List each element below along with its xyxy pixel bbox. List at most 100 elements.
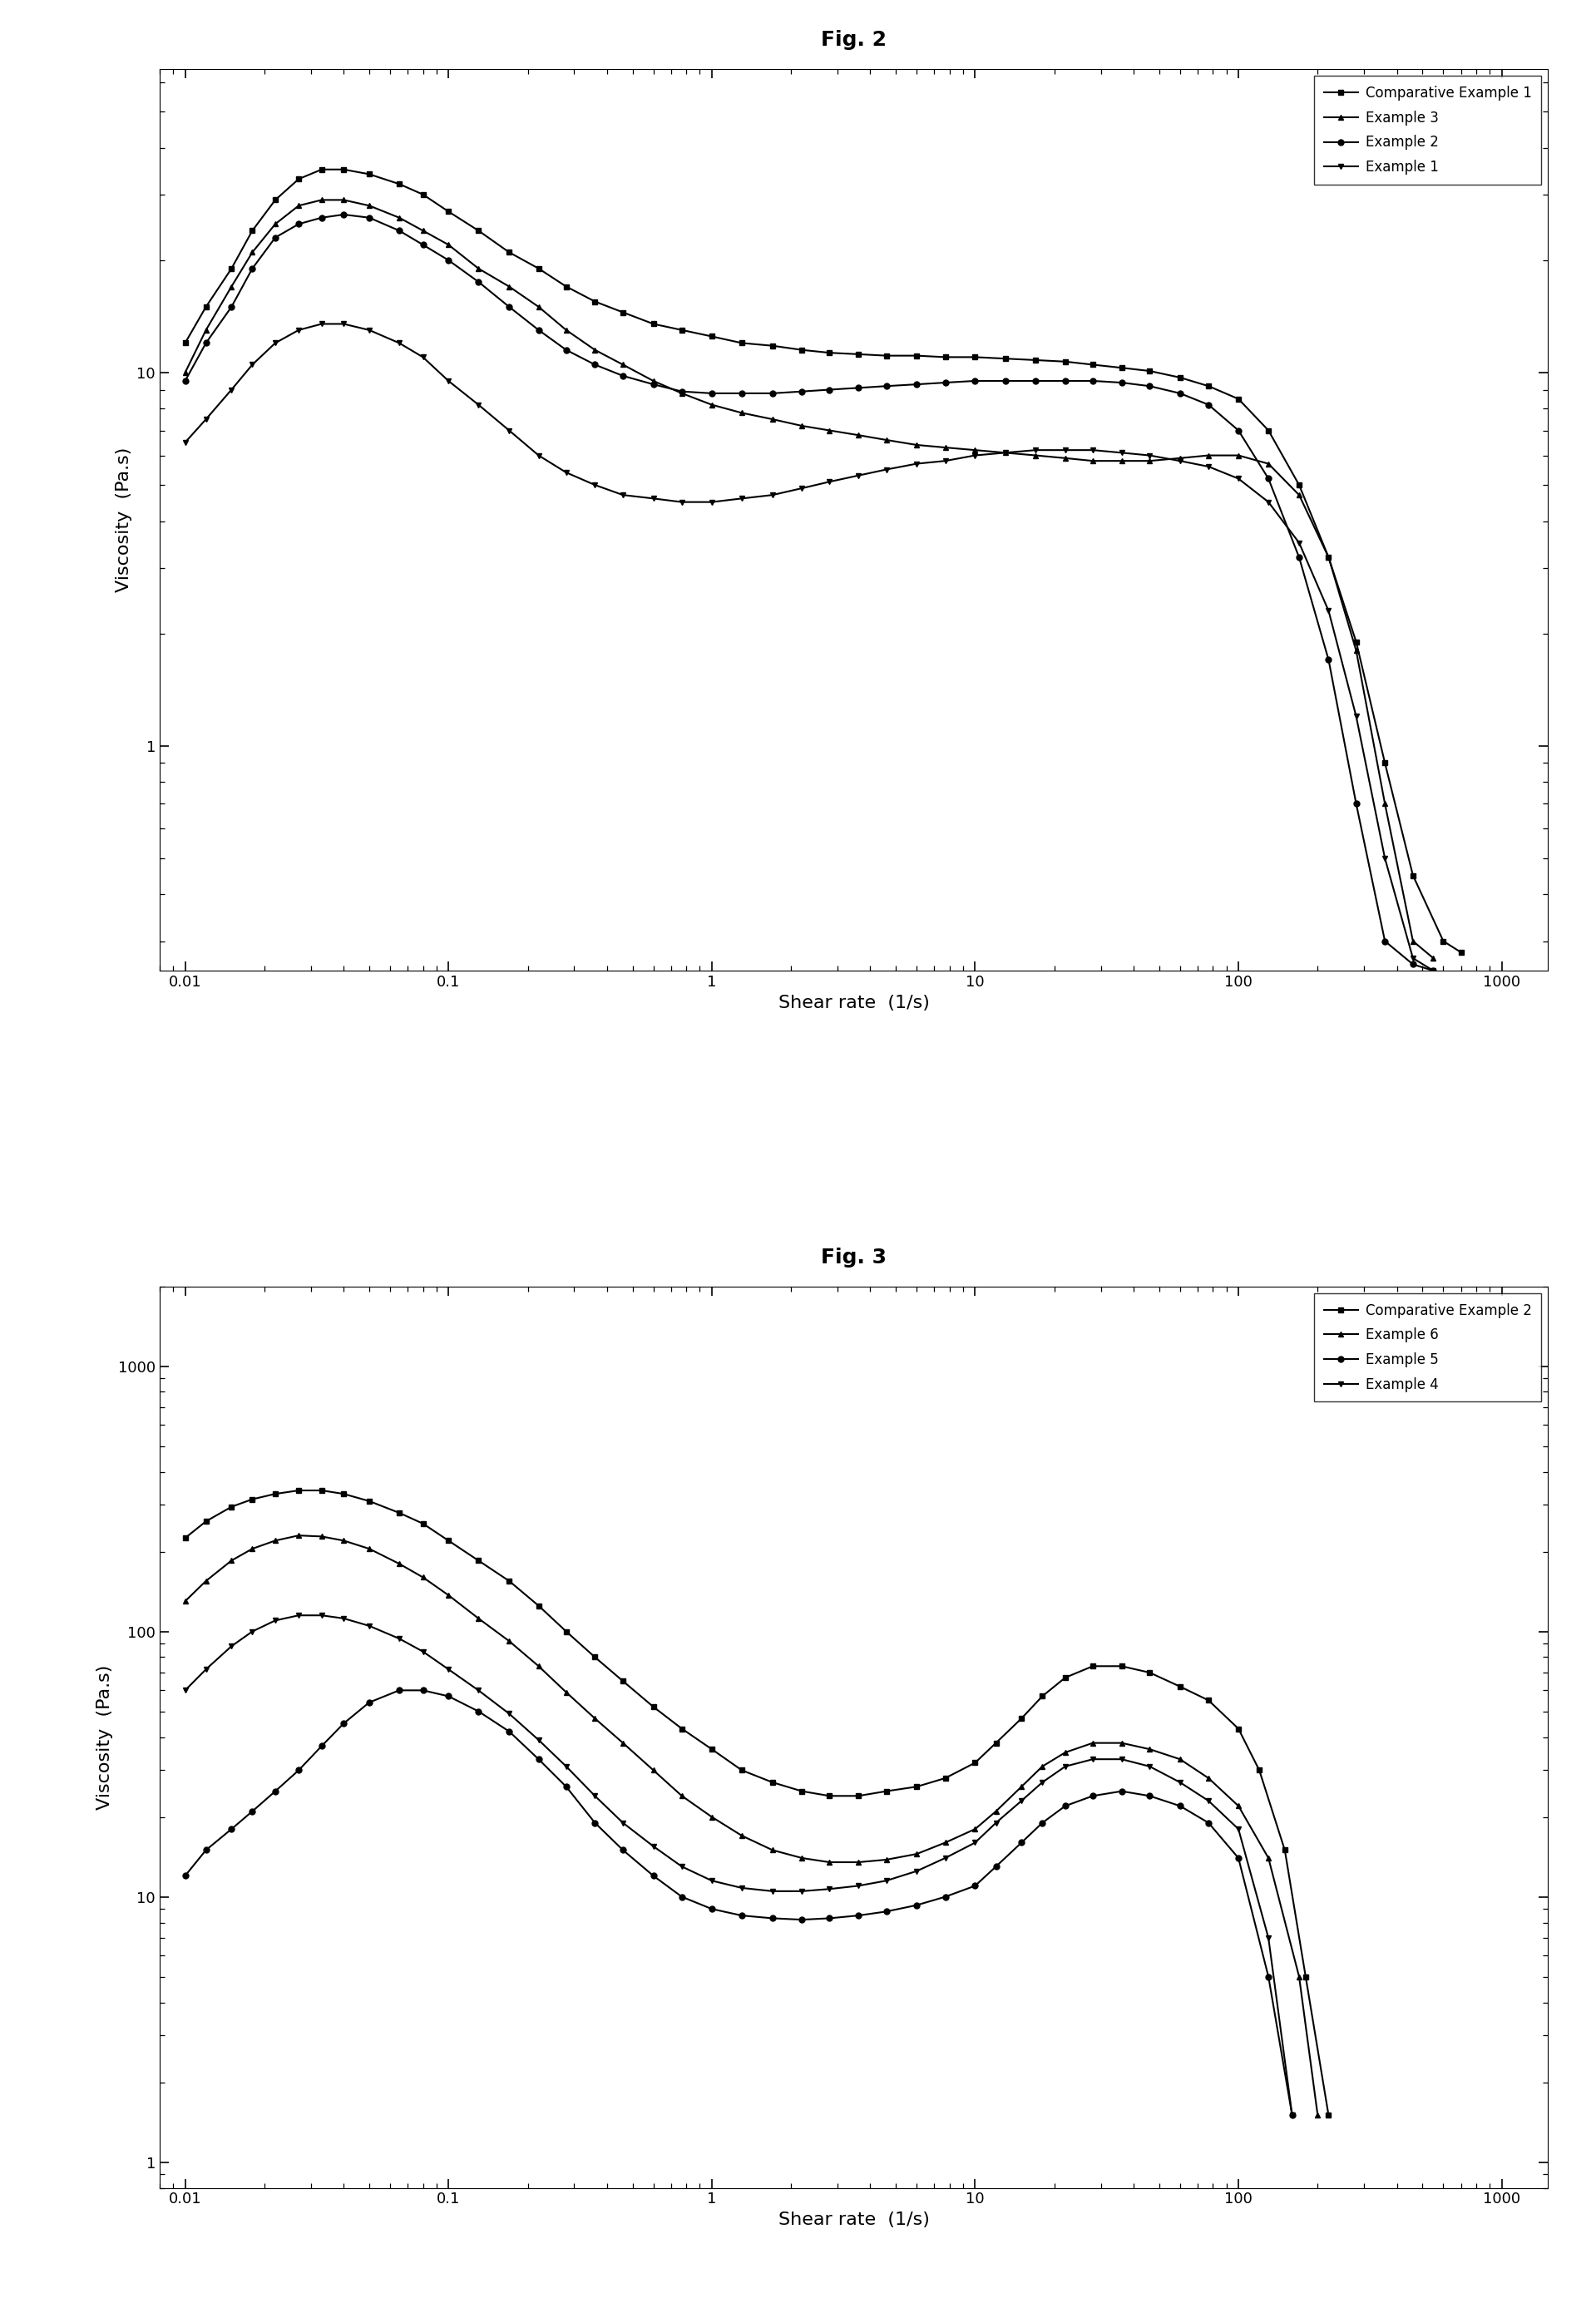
Example 5: [557, 1773, 576, 1801]
Example 2: [176, 366, 195, 394]
Example 6: [176, 1587, 195, 1614]
Example 3: [222, 272, 241, 299]
Example 5: [500, 1718, 519, 1746]
Example 5: [334, 1709, 353, 1736]
Example 1: [935, 447, 954, 474]
Example 5: [313, 1732, 332, 1759]
Example 3: [413, 216, 433, 244]
Example 5: [586, 1810, 605, 1838]
Comparative Example 2: [849, 1783, 868, 1810]
Comparative Example 2: [1229, 1716, 1248, 1743]
Example 4: [613, 1810, 632, 1838]
Comparative Example 1: [500, 240, 519, 267]
Comparative Example 2: [1140, 1658, 1159, 1686]
Example 5: [413, 1677, 433, 1704]
Line: Example 4: Example 4: [182, 1612, 1294, 2119]
Example 1: [222, 375, 241, 403]
Comparative Example 1: [1170, 364, 1189, 392]
Comparative Example 1: [1199, 373, 1218, 401]
Example 4: [1140, 1753, 1159, 1780]
Example 4: [763, 1877, 782, 1905]
Example 3: [196, 316, 215, 343]
Example 3: [313, 187, 332, 214]
Comparative Example 1: [313, 157, 332, 184]
Example 5: [389, 1677, 409, 1704]
Example 4: [1229, 1815, 1248, 1842]
Comparative Example 2: [265, 1481, 284, 1508]
Example 5: [1140, 1783, 1159, 1810]
Example 2: [702, 380, 721, 408]
Example 1: [672, 488, 691, 516]
Example 2: [586, 350, 605, 378]
Example 2: [528, 316, 547, 343]
Example 3: [1376, 790, 1395, 818]
Example 5: [265, 1778, 284, 1806]
Example 1: [1026, 435, 1045, 463]
Example 3: [820, 417, 839, 444]
Comparative Example 1: [613, 299, 632, 327]
Example 1: [763, 481, 782, 509]
Comparative Example 1: [876, 341, 895, 368]
Example 6: [389, 1550, 409, 1578]
Example 3: [1055, 444, 1074, 472]
Comparative Example 1: [643, 311, 662, 339]
Comparative Example 1: [763, 332, 782, 359]
Comparative Example 2: [966, 1748, 985, 1776]
Example 2: [935, 368, 954, 396]
Example 3: [439, 230, 458, 258]
Example 2: [313, 205, 332, 233]
Example 2: [1347, 790, 1366, 818]
Comparative Example 2: [613, 1667, 632, 1695]
Example 4: [1170, 1769, 1189, 1796]
Example 6: [613, 1730, 632, 1757]
Title: Fig. 2: Fig. 2: [820, 30, 887, 51]
Example 4: [935, 1845, 954, 1872]
Comparative Example 2: [1296, 1962, 1315, 1990]
Example 4: [702, 1868, 721, 1895]
Example 1: [792, 474, 811, 502]
Example 1: [265, 329, 284, 357]
Example 5: [1055, 1792, 1074, 1819]
Example 2: [643, 371, 662, 398]
Example 3: [176, 359, 195, 387]
Comparative Example 1: [196, 292, 215, 320]
Example 3: [1084, 447, 1103, 474]
Example 1: [1376, 845, 1395, 873]
Example 6: [528, 1651, 547, 1679]
Comparative Example 1: [907, 341, 926, 368]
Example 1: [849, 461, 868, 488]
Example 6: [1055, 1739, 1074, 1766]
Example 5: [792, 1907, 811, 1935]
Example 4: [907, 1856, 926, 1884]
Example 1: [500, 417, 519, 444]
Example 6: [500, 1628, 519, 1656]
Example 5: [733, 1902, 752, 1930]
Comparative Example 1: [1026, 345, 1045, 373]
Example 6: [1259, 1845, 1278, 1872]
Example 5: [1012, 1829, 1031, 1856]
Comparative Example 2: [792, 1778, 811, 1806]
Example 4: [557, 1753, 576, 1780]
Example 4: [469, 1677, 488, 1704]
Example 6: [1084, 1730, 1103, 1757]
Example 1: [243, 350, 262, 378]
Example 2: [1199, 392, 1218, 419]
Example 6: [222, 1548, 241, 1575]
Example 6: [1199, 1764, 1218, 1792]
Example 4: [1112, 1746, 1132, 1773]
Comparative Example 1: [469, 216, 488, 244]
Example 2: [876, 373, 895, 401]
Example 6: [763, 1835, 782, 1863]
Line: Example 6: Example 6: [182, 1531, 1320, 2119]
Line: Example 2: Example 2: [182, 212, 1436, 974]
Comparative Example 1: [413, 180, 433, 207]
Example 2: [820, 375, 839, 403]
Example 6: [586, 1704, 605, 1732]
Example 5: [1199, 1810, 1218, 1838]
Example 1: [643, 484, 662, 511]
Example 3: [792, 412, 811, 440]
Comparative Example 1: [265, 187, 284, 214]
Example 4: [643, 1833, 662, 1861]
Example 4: [876, 1868, 895, 1895]
Comparative Example 2: [763, 1769, 782, 1796]
